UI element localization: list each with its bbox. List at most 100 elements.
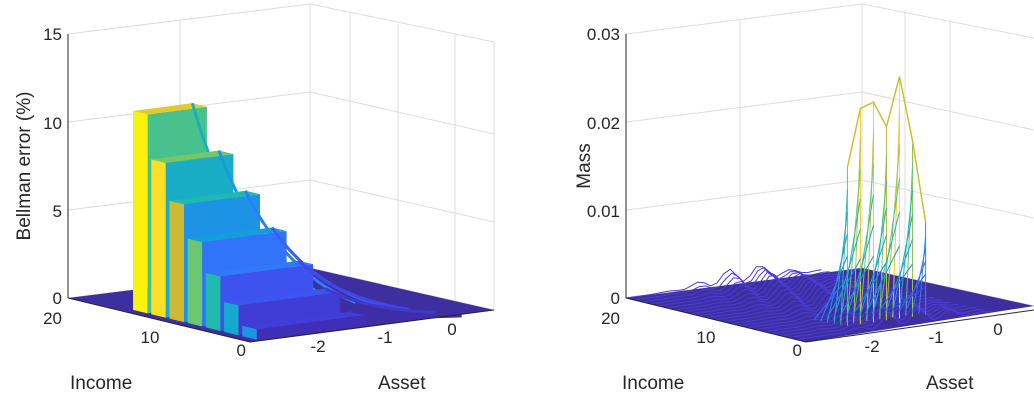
right-ridge-hatch [885,144,900,317]
right-ridge-hatch [839,255,874,317]
left-z-ticks: 15 10 5 0 [43,25,62,308]
left-slab-side [151,159,166,318]
right-floor-surface [626,268,1034,342]
right-ridge-hatch [891,286,926,310]
right-mesh-lines [625,76,992,341]
left-slab-side [242,325,257,340]
right-z-tick-0: 0 [611,289,620,308]
right-axes-box [625,3,1034,307]
left-z-tick-15: 15 [43,25,62,44]
left-slab-side [224,301,239,336]
right-asset-tick-minus2: -2 [864,337,879,356]
right-asset-axis-line [805,309,1034,343]
right-ridge-hatch [865,207,887,317]
right-ridge-hatch [813,277,848,321]
right-asset-tick-0: 0 [993,320,1002,339]
left-slab-side [187,238,203,327]
left-z-tick-10: 10 [43,114,62,133]
right-ridge-hatch [846,225,874,318]
right-ridge-hatch [859,234,887,316]
right-ridge-line [846,76,927,223]
left-asset-tick-minus1: -1 [377,328,392,347]
left-asset-ticks: -2 -1 0 [310,320,456,356]
right-mesh-line [763,299,960,333]
right-asset-tick-minus1: -1 [928,328,943,347]
right-income-tick-20: 20 [601,309,620,328]
right-mesh-line [658,274,854,307]
right-mesh-line [625,266,822,299]
right-ridge-hatch [879,153,887,320]
left-asset-tick-0: 0 [447,320,456,339]
right-ridge-hatch [892,110,900,318]
right-ridge-hatch [833,228,861,320]
right-z-tick-002: 0.02 [587,114,620,133]
left-slab-top [242,311,367,330]
right-panel: 0.03 0.02 0.01 0 20 10 0 -2 -1 0 Mass In… [574,3,1034,394]
right-ridge-hatch [885,239,913,313]
right-asset-axis-label: Asset [926,373,974,394]
left-asset-axis-line [249,309,495,343]
right-ridge-hatch [820,255,848,322]
left-slab-side [169,200,185,323]
left-slab-side [133,110,148,314]
right-z-axis-label: Mass [574,143,595,188]
right-ridge-hatch [839,198,861,321]
right-income-tick-10: 10 [697,328,716,347]
right-ridge-hatch [865,245,900,314]
right-ridge-hatch [878,263,913,312]
right-ridge-hatch [911,248,927,313]
right-income-ticks: 20 10 0 [601,309,802,360]
right-ridge-hatch [905,261,927,312]
right-mesh-line [682,278,879,313]
right-mesh-line [731,290,927,325]
right-ridge-hatch [852,261,887,315]
right-ridge-hatch [826,259,861,319]
right-ridge-hatch [898,189,913,315]
left-surface-slabs [133,102,462,340]
left-slab-wall [256,314,367,340]
right-ridge-hatch [898,273,927,311]
left-asset-axis-label: Asset [378,373,426,394]
right-income-axis-line [625,297,807,343]
right-mesh-line [779,303,976,337]
right-mesh-line [771,300,968,335]
right-ridge-hatch [853,138,861,323]
right-ridge-hatch [878,178,900,316]
left-slab-top [224,288,340,306]
left-asset-tick-minus2: -2 [310,337,325,356]
right-z-ticks: 0.03 0.02 0.01 0 [587,25,620,308]
left-z-axis-label: Bellman error (%) [14,92,35,241]
left-income-axis-line [67,297,251,343]
right-z-tick-001: 0.01 [587,202,620,221]
left-income-axis-label: Income [70,373,132,394]
left-income-tick-20: 20 [43,309,62,328]
right-asset-ticks: -2 -1 0 [864,320,1002,356]
left-slab-top [187,227,287,243]
left-slab-tail [297,259,409,311]
right-income-tick-0: 0 [793,341,802,360]
left-slab-tail [324,287,436,315]
right-ridge-hatch [840,189,848,325]
right-ridge-hatch [918,235,927,314]
right-ridge-hatch [891,214,913,314]
right-z-tick-003: 0.03 [587,25,620,44]
left-panel: 15 10 5 0 20 10 0 -2 -1 0 Bellman error … [14,3,495,394]
right-ridge-hatch [852,194,874,319]
left-income-tick-10: 10 [141,328,160,347]
left-slab-top [151,150,234,163]
right-ridge-hatch [826,233,848,323]
right-ridge-hatch [872,211,900,315]
left-z-tick-0: 0 [53,289,62,308]
right-ridge-hatch [859,163,874,320]
left-slab-top [205,260,314,277]
left-slab-side [205,272,221,331]
right-mesh-line [666,276,863,309]
right-mesh-line [634,266,830,301]
left-income-ticks: 20 10 0 [43,309,246,360]
right-ridge-hatch [905,165,913,316]
left-z-tick-5: 5 [53,202,62,221]
right-ridge-hatch [846,168,861,322]
right-mesh-line [674,277,871,311]
right-income-axis-label: Income [622,373,684,394]
